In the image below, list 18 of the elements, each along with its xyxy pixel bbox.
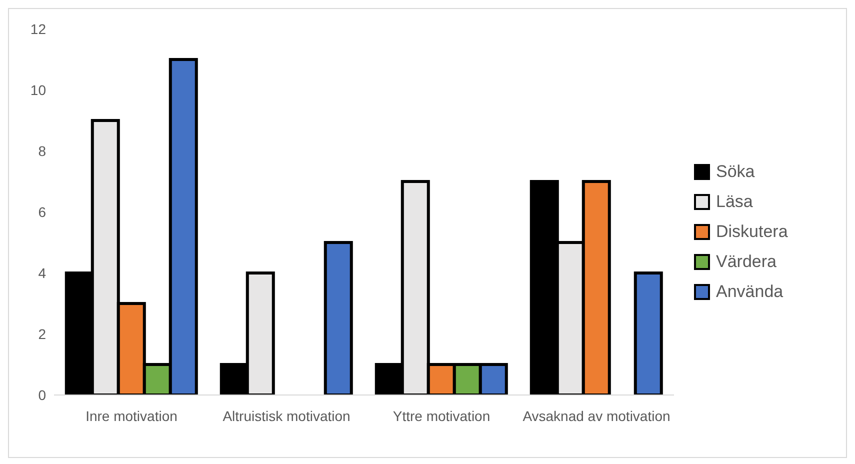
y-tick-label: 0 <box>38 386 46 403</box>
x-tick-label: Yttre motivation <box>392 408 490 424</box>
legend-label: Söka <box>715 162 756 182</box>
legend-label: Värdera <box>715 252 778 272</box>
y-tick-label: 8 <box>38 142 46 159</box>
y-tick-label: 10 <box>30 82 46 98</box>
legend-label: Diskutera <box>715 222 789 242</box>
bar <box>634 272 663 395</box>
y-tick-label: 4 <box>38 264 46 281</box>
x-tick-label: Avsaknad av motivation <box>522 408 670 424</box>
y-tick-label: 2 <box>38 326 46 342</box>
y-tick-label: 6 <box>38 204 46 220</box>
y-tick-label: 12 <box>30 20 46 37</box>
bar <box>324 241 353 395</box>
x-tick-label: Altruistisk motivation <box>222 408 350 424</box>
x-tick-label: Inre motivation <box>86 408 178 424</box>
legend-label: Läsa <box>715 192 754 212</box>
legend-label: Använda <box>715 282 784 302</box>
